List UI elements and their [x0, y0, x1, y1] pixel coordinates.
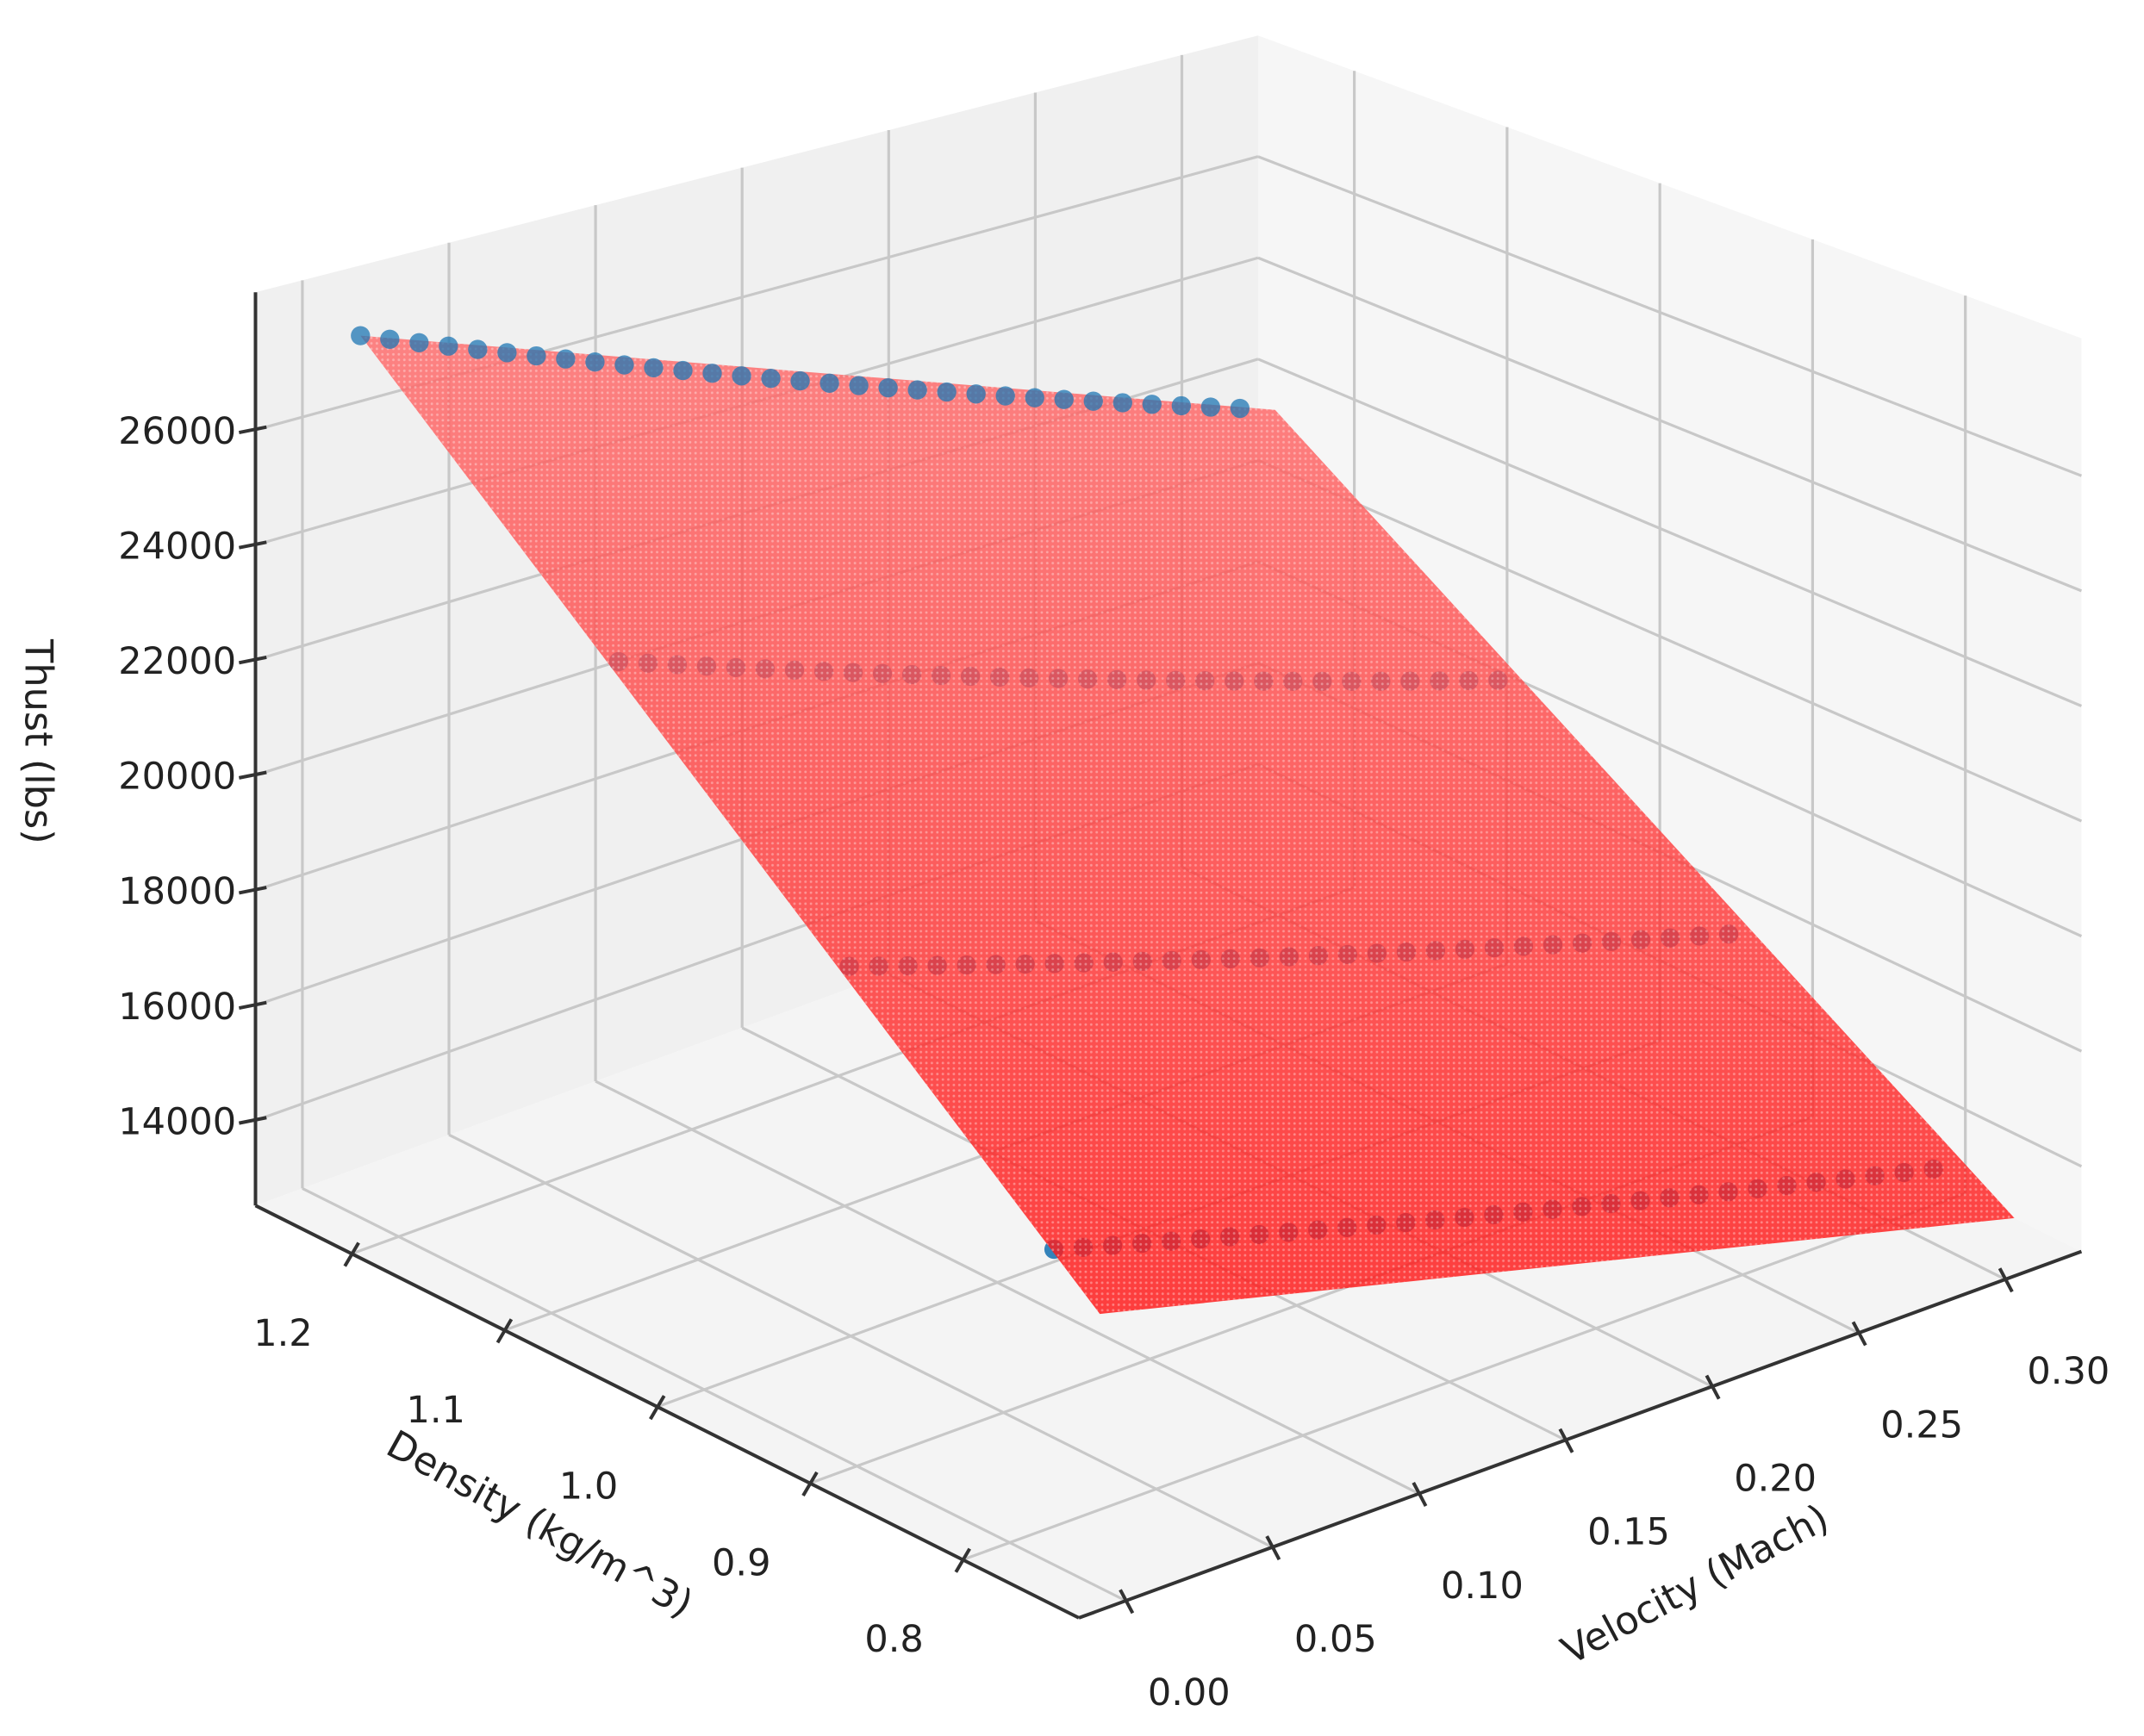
- data-point: [673, 360, 693, 381]
- velocity-tick: [1265, 1535, 1281, 1561]
- data-point: [556, 349, 576, 369]
- data-point: [878, 377, 898, 398]
- velocity-tick: [1705, 1374, 1721, 1400]
- thrust-tick-label: 18000: [118, 870, 236, 913]
- floor-gridline-density: [962, 1192, 1966, 1561]
- velocity-tick-label: 0.10: [1441, 1565, 1524, 1608]
- data-point: [995, 386, 1015, 406]
- thrust-tick: [238, 425, 267, 435]
- density-tick-label: 1.1: [407, 1389, 465, 1432]
- data-point: [614, 355, 634, 375]
- thrust-tick-label: 14000: [118, 1100, 236, 1143]
- density-tick-label: 1.0: [559, 1465, 618, 1509]
- data-point: [1200, 397, 1220, 417]
- thrust-surface-texture: [360, 335, 2015, 1315]
- floor-gridline-velocity: [302, 1186, 1127, 1602]
- points-over-surface: [351, 326, 1250, 419]
- floor-gridline-velocity: [595, 1080, 1420, 1496]
- data-point: [380, 329, 400, 349]
- y-axis-label: Density (kg/m^3): [379, 1422, 701, 1627]
- thrust-tick-label: 22000: [118, 640, 236, 683]
- data-point: [1113, 393, 1132, 413]
- data-point: [820, 373, 839, 393]
- density-tick-label: 0.8: [864, 1618, 923, 1661]
- density-tick: [801, 1471, 819, 1496]
- data-point: [1083, 391, 1103, 411]
- data-point: [937, 382, 957, 402]
- density-axis-line: [254, 1204, 1080, 1620]
- data-point: [468, 339, 488, 359]
- data-point: [966, 384, 986, 404]
- data-point: [1025, 388, 1044, 408]
- thrust-tick-label: 16000: [118, 986, 236, 1029]
- velocity-tick-label: 0.00: [1148, 1671, 1231, 1714]
- data-point: [439, 336, 458, 356]
- density-tick: [954, 1547, 971, 1573]
- density-tick: [495, 1318, 514, 1344]
- data-point: [1171, 395, 1191, 416]
- density-tick: [649, 1395, 666, 1421]
- back-right-pane: [1257, 35, 2082, 1252]
- data-point: [1054, 389, 1074, 409]
- velocity-tick-label: 0.20: [1734, 1457, 1817, 1500]
- data-point: [849, 376, 869, 395]
- wall-gridline-thrust: [1257, 155, 2082, 477]
- thrust-tick-label: 20000: [118, 756, 236, 799]
- wall-gridline-thrust: [1257, 256, 2083, 593]
- data-point: [732, 366, 751, 386]
- thrust-tick-label: 24000: [118, 525, 236, 568]
- velocity-tick: [1851, 1321, 1867, 1347]
- density-tick-label: 0.9: [712, 1541, 770, 1584]
- data-point: [790, 370, 810, 391]
- velocity-tick-label: 0.05: [1294, 1618, 1377, 1661]
- data-point: [644, 358, 664, 378]
- thrust-tick-label: 26000: [118, 410, 236, 453]
- wall-gridline-thrust: [1257, 458, 2083, 823]
- surface: [360, 335, 2015, 1315]
- thrust-tick: [238, 886, 267, 895]
- thrust-tick: [238, 1000, 267, 1011]
- velocity-tick: [1119, 1589, 1135, 1615]
- density-tick-label: 1.2: [253, 1312, 312, 1355]
- velocity-tick-label: 0.25: [1880, 1403, 1963, 1447]
- velocity-tick: [1412, 1481, 1428, 1507]
- data-point: [1230, 398, 1250, 419]
- data-point: [585, 352, 605, 372]
- data-point: [527, 345, 546, 366]
- thrust-tick: [238, 540, 267, 550]
- data-point: [702, 364, 722, 383]
- thrust-tick: [238, 770, 267, 780]
- data-point: [1142, 395, 1162, 414]
- velocity-tick: [1558, 1428, 1574, 1453]
- data-point: [351, 326, 371, 345]
- data-point: [761, 369, 781, 389]
- velocity-tick-label: 0.15: [1587, 1511, 1670, 1554]
- velocity-axis-line: [1078, 1249, 2083, 1620]
- wall-gridline-thrust: [1257, 358, 2083, 707]
- data-point: [907, 380, 927, 400]
- thrust-tick: [238, 1116, 267, 1125]
- velocity-tick-label: 0.30: [2027, 1350, 2110, 1393]
- density-tick: [343, 1241, 360, 1267]
- floor-gridline-velocity: [448, 1133, 1274, 1549]
- z-axis-label: Thust (lbs): [16, 638, 60, 844]
- data-point: [497, 343, 517, 363]
- velocity-tick: [1998, 1267, 2014, 1293]
- thrust-tick: [238, 655, 267, 665]
- axes: [238, 292, 2083, 1620]
- data-point: [409, 333, 429, 352]
